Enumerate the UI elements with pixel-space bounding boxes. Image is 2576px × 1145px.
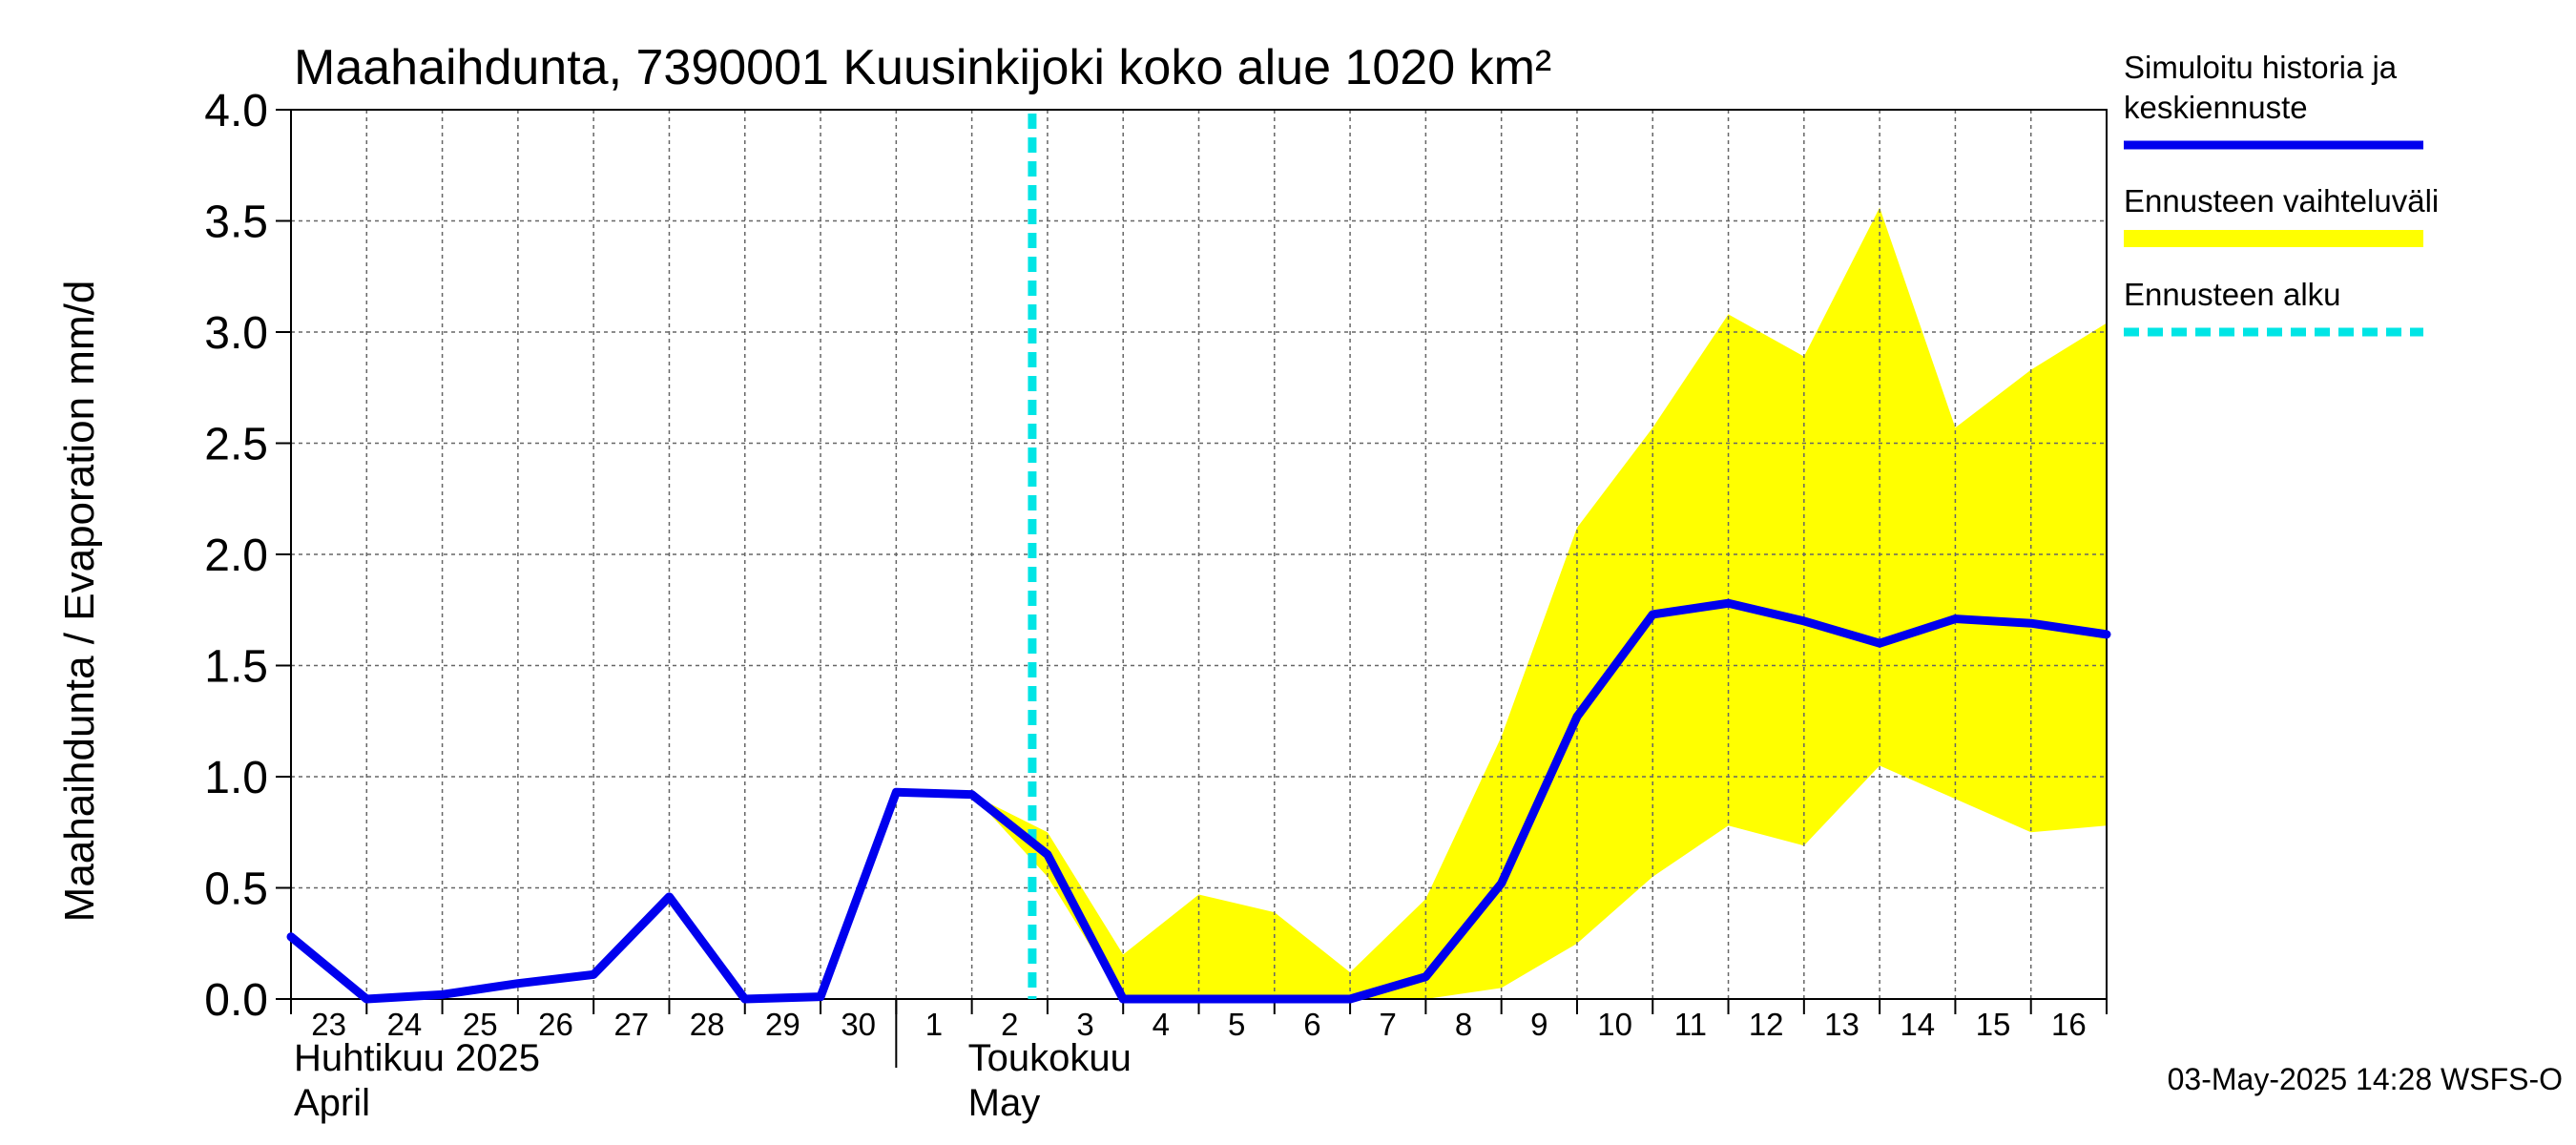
series-point bbox=[1197, 998, 1200, 1000]
legend-label: Simuloitu historia ja bbox=[2124, 50, 2398, 85]
x-tick-label: 27 bbox=[613, 1007, 649, 1042]
series-point bbox=[895, 791, 898, 794]
x-tick-label: 14 bbox=[1900, 1007, 1935, 1042]
legend-label: keskiennuste bbox=[2124, 90, 2308, 125]
y-tick-label: 3.5 bbox=[204, 198, 268, 248]
x-tick-label: 26 bbox=[538, 1007, 573, 1042]
x-tick-label: 4 bbox=[1153, 1007, 1170, 1042]
y-tick-label: 1.0 bbox=[204, 753, 268, 803]
series-point bbox=[441, 993, 444, 996]
month-label-may-en: May bbox=[968, 1082, 1041, 1124]
series-point bbox=[1575, 716, 1578, 718]
footer-timestamp: 03-May-2025 14:28 WSFS-O bbox=[2168, 1062, 2563, 1096]
y-tick-label: 3.0 bbox=[204, 308, 268, 359]
series-point bbox=[1652, 613, 1654, 615]
y-tick-label: 2.0 bbox=[204, 531, 268, 581]
month-label-may-fi: Toukokuu bbox=[968, 1037, 1132, 1079]
series-point bbox=[1954, 617, 1957, 620]
series-point bbox=[592, 973, 595, 976]
series-point bbox=[365, 998, 368, 1000]
x-tick-label: 23 bbox=[311, 1007, 346, 1042]
legend-label: Ennusteen alku bbox=[2124, 277, 2341, 312]
y-tick-label: 1.5 bbox=[204, 642, 268, 693]
y-axis-label: Maahaihdunta / Evaporation mm/d bbox=[56, 281, 103, 923]
series-point bbox=[820, 995, 822, 998]
series-point bbox=[1046, 853, 1049, 856]
x-tick-label: 28 bbox=[690, 1007, 725, 1042]
series-point bbox=[1500, 882, 1503, 885]
y-tick-label: 4.0 bbox=[204, 86, 268, 136]
series-point bbox=[290, 935, 292, 938]
x-tick-label: 24 bbox=[387, 1007, 423, 1042]
y-tick-label: 2.5 bbox=[204, 420, 268, 470]
series-point bbox=[1349, 998, 1352, 1000]
x-tick-label: 8 bbox=[1455, 1007, 1472, 1042]
series-point bbox=[1122, 998, 1125, 1000]
legend-label: Ennusteen vaihteluväli bbox=[2124, 183, 2439, 219]
series-point bbox=[1424, 975, 1427, 978]
series-point bbox=[1879, 642, 1881, 645]
x-tick-label: 15 bbox=[1976, 1007, 2011, 1042]
x-tick-label: 7 bbox=[1380, 1007, 1397, 1042]
x-tick-label: 1 bbox=[925, 1007, 943, 1042]
series-point bbox=[668, 895, 671, 898]
legend: Simuloitu historia ja keskiennuste Ennuste… bbox=[2124, 50, 2439, 337]
x-tick-label: 2 bbox=[1001, 1007, 1018, 1042]
x-tick-label: 30 bbox=[841, 1007, 876, 1042]
x-tick-label: 10 bbox=[1597, 1007, 1632, 1042]
x-tick-label: 6 bbox=[1303, 1007, 1320, 1042]
x-tick-label: 11 bbox=[1674, 1007, 1707, 1042]
month-label-april-en: April bbox=[294, 1082, 370, 1124]
series-point bbox=[1273, 998, 1276, 1000]
series-point bbox=[2029, 622, 2032, 625]
series-point bbox=[516, 982, 519, 985]
x-tick-label: 13 bbox=[1824, 1007, 1859, 1042]
x-tick-label: 29 bbox=[765, 1007, 800, 1042]
series-point bbox=[970, 793, 973, 796]
x-tick-label: 25 bbox=[463, 1007, 498, 1042]
x-tick-label: 3 bbox=[1076, 1007, 1093, 1042]
plot-area: 0.00.51.01.52.02.53.03.54.023 24 25 26 27 28 2… bbox=[204, 86, 2111, 1124]
series-point bbox=[1727, 602, 1730, 605]
y-tick-label: 0.5 bbox=[204, 864, 268, 915]
x-tick-label: 12 bbox=[1749, 1007, 1784, 1042]
forecast-range-band bbox=[971, 207, 2107, 999]
x-tick-label: 16 bbox=[2051, 1007, 2087, 1042]
x-tick-label: 5 bbox=[1228, 1007, 1245, 1042]
series-point bbox=[743, 998, 746, 1000]
month-label-april-fi: Huhtikuu 2025 bbox=[294, 1037, 540, 1079]
legend-swatch-range bbox=[2124, 230, 2423, 247]
x-tick-label: 9 bbox=[1530, 1007, 1548, 1042]
series-point bbox=[2106, 633, 2108, 635]
series-point bbox=[1802, 619, 1805, 622]
chart-title: Maahaihdunta, 7390001 Kuusinkijoki koko … bbox=[294, 40, 1551, 95]
y-tick-label: 0.0 bbox=[204, 975, 268, 1026]
